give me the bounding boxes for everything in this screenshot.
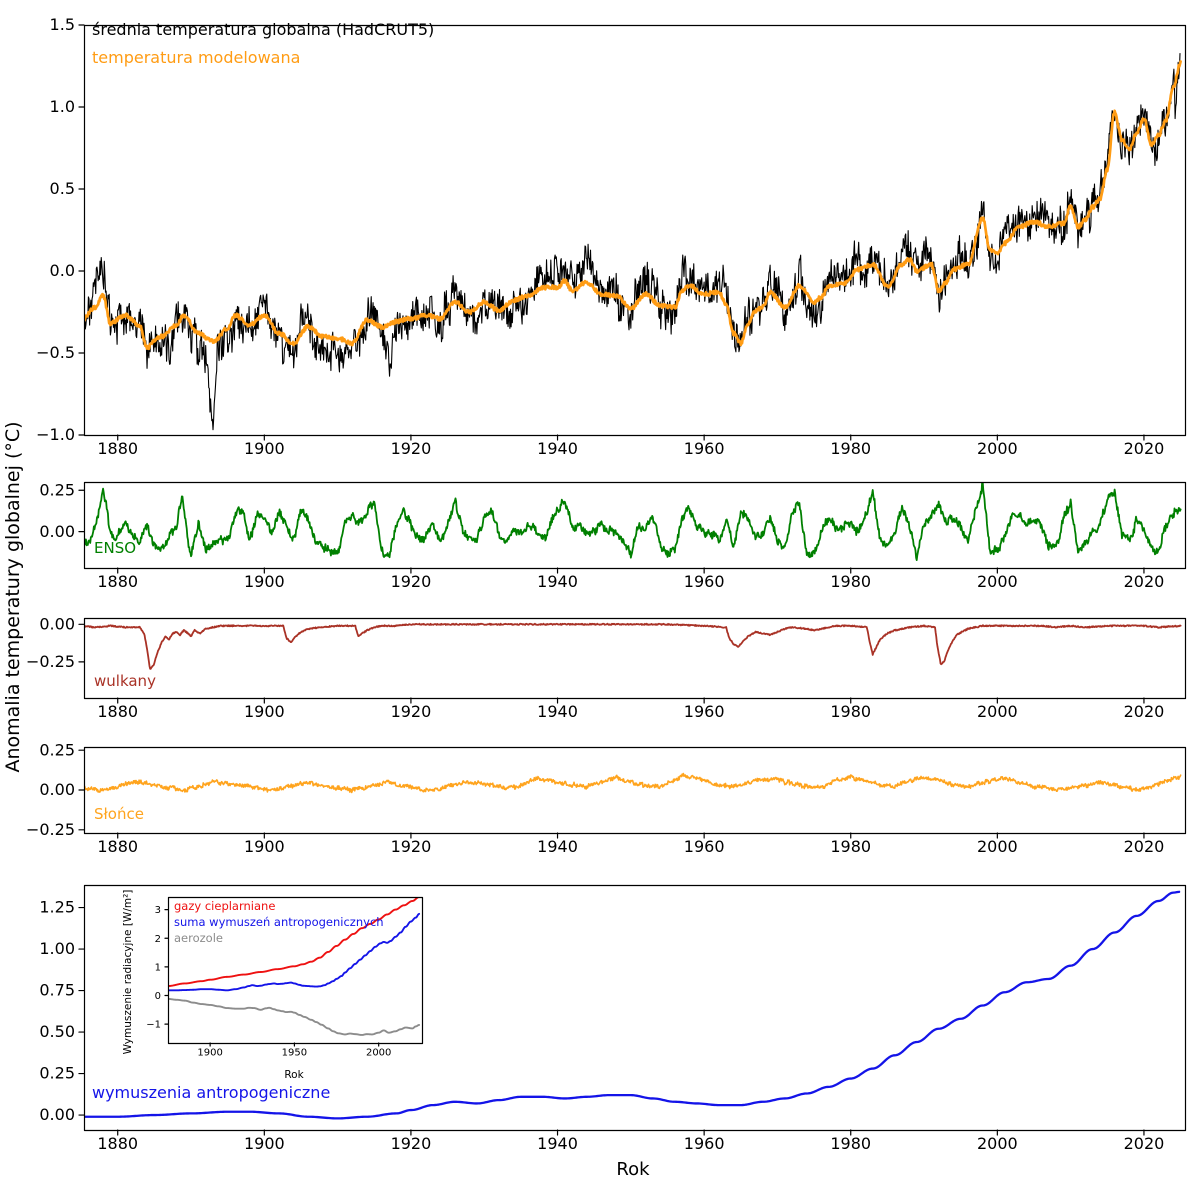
inset-legend-aerosol-label: aerozole [174,931,223,945]
legend-model-label: temperatura modelowana [92,48,301,67]
volcano-label: wulkany [94,672,156,690]
legend-observed-label: średnia temperatura globalna (HadCRUT5) [92,20,435,39]
x-axis-label: Rok [616,1159,650,1180]
sun-label: Słońce [94,805,144,823]
anthropogenic-forcings-label: wymuszenia antropogeniczne [92,1083,331,1102]
inset-legend-sum-label: suma wymuszeń antropogenicznych [174,915,384,929]
inset-legend-ghg-label: gazy cieplarniane [174,899,276,913]
enso-label: ENSO [94,539,137,557]
y-axis-label: Anomalia temperatury globalnej (°C) [2,421,25,773]
inset-y-axis-label: Wymuszenie radiacyjne [W/m²] [121,889,134,1055]
inset-x-axis-label: Rok [284,1069,304,1081]
